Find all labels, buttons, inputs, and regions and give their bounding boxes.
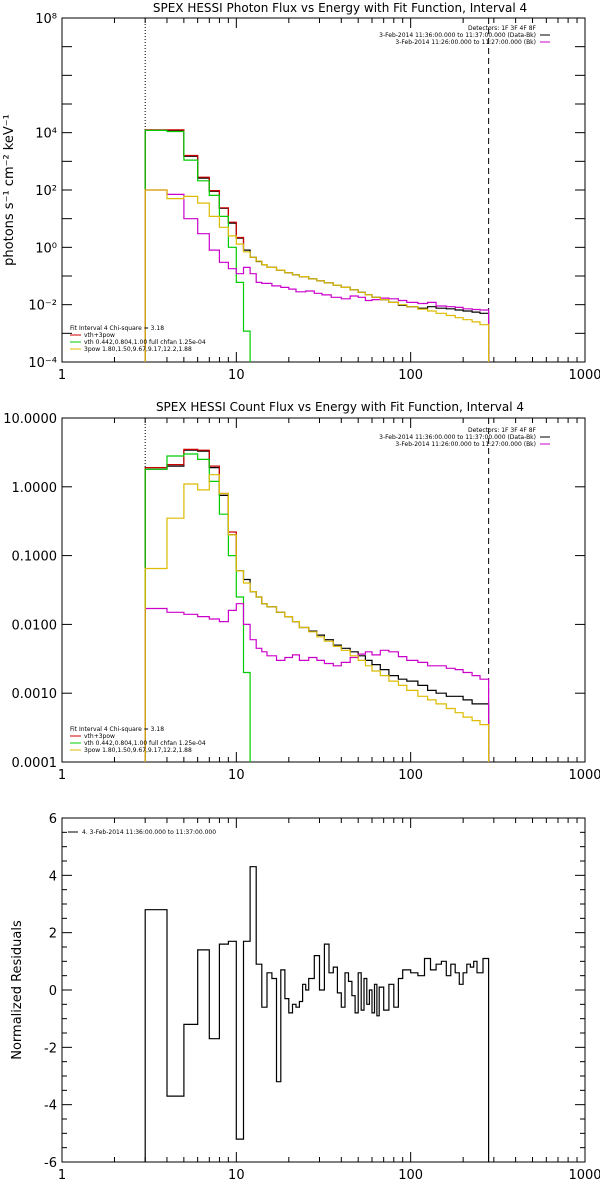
legend-entry: 4. 3-Feb-2014 11:36:00.000 to 11:37:00.0… (82, 829, 216, 836)
y-tick-label: 10² (35, 184, 57, 199)
x-tick-label: 1000 (568, 368, 600, 383)
y-tick-label: 10⁸ (35, 12, 57, 27)
legend-left-entry: vth 0.442,0.804,1.00 full chfan 1.25e-04 (84, 740, 206, 747)
legend-left-entry: vth+3pow (84, 332, 115, 339)
y-tick-label: 6 (49, 812, 57, 827)
y-tick-label: 0 (49, 984, 57, 999)
y-tick-label: 10⁻² (28, 299, 57, 314)
y-tick-label: 10⁰ (35, 241, 57, 256)
y-tick-label: 4 (49, 869, 57, 884)
series-line-0 (144, 866, 490, 1162)
x-tick-label: 10 (228, 1168, 245, 1183)
photon-flux-chart: SPEX HESSI Photon Flux vs Energy with Fi… (2, 1, 600, 383)
residuals-chart: Normalized Residuals 1 10 100 1000 -6 -4 -2 0 2 4… (10, 812, 600, 1183)
photon-flux-ylabel: photons s⁻¹ cm⁻² keV⁻¹ (2, 114, 17, 266)
y-tick-label: 10⁴ (35, 127, 57, 142)
x-tick-label: 1000 (568, 1168, 600, 1183)
y-tick-label: 0.0010 (12, 687, 58, 702)
y-tick-label: -6 (44, 1156, 57, 1171)
legend-right-entry: Detectors: 1F 3F 4F 8F (468, 25, 537, 32)
y-tick-label: 0.0100 (12, 618, 58, 633)
x-tick-label: 100 (398, 368, 423, 383)
legend-left-entry: 3pow 1.80,1.50,9.67,9.17,12.2,1.88 (84, 346, 192, 353)
x-tick-label: 10 (228, 368, 245, 383)
legend-right-entry: 3-Feb-2014 11:26:00.000 to 11:27:00.000 … (395, 39, 536, 46)
legend-right-entry: Detectors: 1F 3F 4F 8F (468, 427, 537, 434)
y-tick-label: 2 (49, 927, 57, 942)
y-tick-label: 10.0000 (3, 412, 57, 427)
x-tick-label: 10 (228, 768, 245, 783)
x-tick-label: 1 (58, 1168, 66, 1183)
y-tick-label: 0.0001 (12, 756, 58, 771)
series-line-4 (144, 189, 490, 362)
legend-right-entry: 3-Feb-2014 11:26:00.000 to 11:27:00.000 … (395, 441, 536, 448)
legend-left-entry: vth 0.442,0.804,1.00 full chfan 1.25e-04 (84, 339, 206, 346)
photon-flux-title: SPEX HESSI Photon Flux vs Energy with Fi… (153, 1, 527, 15)
x-tick-label: 1000 (568, 768, 600, 783)
legend-left-entry: Fit Interval 4 Chi-square = 3.18 (70, 726, 164, 733)
series-line-2 (144, 129, 251, 362)
legend-left-entry: 3pow 1.80,1.50,9.67,9.17,12.2,1.88 (84, 747, 192, 754)
legend-right-entry: 3-Feb-2014 11:36:00.000 to 11:37:00.000 … (379, 434, 536, 441)
residuals-ylabel: Normalized Residuals (10, 920, 25, 1060)
count-flux-chart: SPEX HESSI Count Flux vs Energy with Fit… (3, 400, 600, 783)
x-tick-label: 1 (58, 768, 66, 783)
y-tick-label: 0.1000 (12, 550, 58, 565)
plot-frame (61, 417, 586, 763)
y-tick-label: -2 (44, 1041, 57, 1056)
x-tick-label: 100 (398, 768, 423, 783)
series-line-0 (144, 449, 490, 762)
y-tick-label: 1.0000 (12, 481, 58, 496)
series-line-3 (144, 189, 490, 362)
series-line-0 (144, 129, 490, 362)
x-tick-label: 100 (398, 1168, 423, 1183)
series-line-4 (144, 474, 490, 762)
series-line-3 (144, 603, 490, 762)
plot-frame (61, 17, 586, 363)
series-line-1 (144, 448, 237, 762)
series-line-2 (144, 453, 251, 762)
legend-right-entry: 3-Feb-2014 11:36:00.000 to 11:37:00.000 … (379, 32, 536, 39)
legend-left-entry: vth+3pow (84, 733, 115, 740)
count-flux-title: SPEX HESSI Count Flux vs Energy with Fit… (156, 400, 524, 414)
y-tick-label: -4 (44, 1099, 57, 1114)
legend-left-entry: Fit Interval 4 Chi-square = 3.18 (70, 325, 164, 332)
y-tick-label: 10⁻⁴ (28, 356, 57, 371)
x-tick-label: 1 (58, 368, 66, 383)
